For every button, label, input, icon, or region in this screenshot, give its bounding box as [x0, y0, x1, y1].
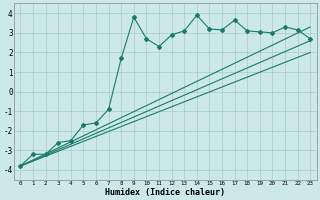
X-axis label: Humidex (Indice chaleur): Humidex (Indice chaleur)	[105, 188, 225, 197]
